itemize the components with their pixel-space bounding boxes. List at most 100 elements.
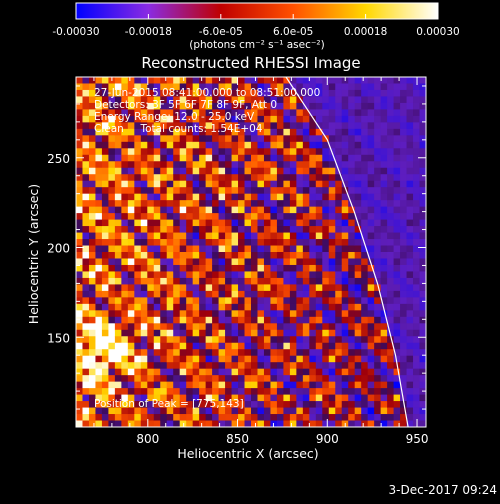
heatmap-cell — [413, 154, 420, 162]
heatmap-cell — [296, 128, 304, 136]
heatmap-cell — [302, 128, 310, 136]
heatmap-cell — [263, 290, 271, 298]
heatmap-cell — [231, 252, 239, 259]
heatmap-cell — [153, 206, 161, 214]
heatmap-cell — [231, 349, 239, 357]
heatmap-cell — [322, 271, 330, 279]
heatmap-cell — [322, 303, 330, 311]
heatmap-cell — [166, 316, 174, 324]
heatmap-cell — [328, 206, 336, 214]
heatmap-cell — [127, 362, 135, 370]
heatmap-cell — [179, 167, 187, 175]
heatmap-cell — [257, 290, 265, 298]
heatmap-cell — [315, 245, 323, 253]
heatmap-cell — [238, 420, 245, 427]
heatmap-cell — [380, 102, 388, 110]
heatmap-cell — [387, 154, 394, 162]
heatmap-cell — [283, 375, 291, 383]
heatmap-cell — [121, 420, 129, 427]
heatmap-cell — [238, 284, 245, 292]
heatmap-cell — [400, 252, 407, 259]
heatmap-cell — [134, 349, 142, 357]
heatmap-cell — [289, 213, 297, 220]
heatmap-cell — [160, 329, 168, 337]
heatmap-cell — [361, 252, 369, 259]
heatmap-cell — [393, 102, 401, 110]
heatmap-cell — [315, 342, 323, 350]
heatmap-cell — [108, 342, 116, 350]
heatmap-cell — [387, 401, 394, 408]
heatmap-cell — [263, 128, 271, 136]
heatmap-cell — [283, 141, 291, 149]
heatmap-cell — [127, 115, 135, 123]
heatmap-cell — [225, 375, 232, 383]
heatmap-cell — [127, 420, 135, 427]
heatmap-cell — [296, 284, 304, 292]
heatmap-cell — [251, 381, 258, 389]
heatmap-cell — [322, 323, 330, 331]
heatmap-cell — [419, 414, 426, 421]
heatmap-cell — [335, 375, 343, 383]
heatmap-cell — [354, 135, 362, 143]
heatmap-cell — [134, 303, 142, 311]
heatmap-cell — [315, 180, 323, 188]
heatmap-cell — [309, 342, 317, 350]
heatmap-cell — [95, 226, 103, 233]
heatmap-cell — [218, 122, 226, 130]
heatmap-cell — [82, 349, 90, 357]
heatmap-cell — [263, 407, 271, 415]
heatmap-cell — [218, 258, 226, 266]
heatmap-cell — [179, 368, 187, 376]
heatmap-cell — [218, 200, 226, 208]
heatmap-cell — [380, 109, 388, 117]
heatmap-cell — [251, 303, 258, 311]
heatmap-cell — [134, 161, 142, 169]
heatmap-cell — [393, 368, 401, 376]
heatmap-cell — [296, 148, 304, 156]
heatmap-cell — [257, 407, 265, 415]
heatmap-cell — [238, 226, 245, 233]
heatmap-cell — [367, 329, 375, 337]
heatmap-cell — [88, 316, 96, 324]
heatmap-cell — [121, 122, 129, 130]
heatmap-cell — [419, 122, 426, 130]
heatmap-cell — [199, 388, 207, 395]
heatmap-cell — [147, 264, 155, 272]
heatmap-cell — [341, 219, 349, 227]
heatmap-cell — [166, 368, 174, 376]
heatmap-cell — [121, 303, 129, 311]
heatmap-cell — [238, 135, 245, 143]
heatmap-cell — [88, 135, 96, 143]
heatmap-cell — [419, 187, 426, 195]
heatmap-cell — [315, 407, 323, 415]
heatmap-cell — [309, 258, 317, 266]
heatmap-cell — [199, 187, 207, 195]
heatmap-cell — [88, 115, 96, 123]
heatmap-cell — [374, 407, 382, 415]
heatmap-cell — [127, 355, 135, 363]
heatmap-cell — [374, 187, 382, 195]
heatmap-cell — [315, 128, 323, 136]
heatmap-cell — [270, 258, 278, 266]
heatmap-cell — [283, 115, 291, 123]
heatmap-cell — [322, 232, 330, 240]
heatmap-cell — [387, 388, 394, 395]
heatmap-cell — [328, 187, 336, 195]
heatmap-cell — [127, 414, 135, 421]
heatmap-cell — [127, 297, 135, 305]
heatmap-cell — [108, 414, 116, 421]
heatmap-cell — [212, 83, 219, 91]
heatmap-cell — [400, 180, 407, 188]
heatmap-cell — [419, 180, 426, 188]
heatmap-cell — [114, 368, 122, 376]
heatmap-cell — [289, 297, 297, 305]
heatmap-cell — [263, 161, 271, 169]
heatmap-cell — [276, 303, 284, 311]
heatmap-cell — [82, 362, 90, 370]
heatmap-cell — [205, 128, 213, 136]
heatmap-cell — [173, 349, 181, 357]
heatmap-cell — [179, 264, 187, 272]
heatmap-cell — [413, 167, 420, 175]
heatmap-cell — [341, 284, 349, 292]
